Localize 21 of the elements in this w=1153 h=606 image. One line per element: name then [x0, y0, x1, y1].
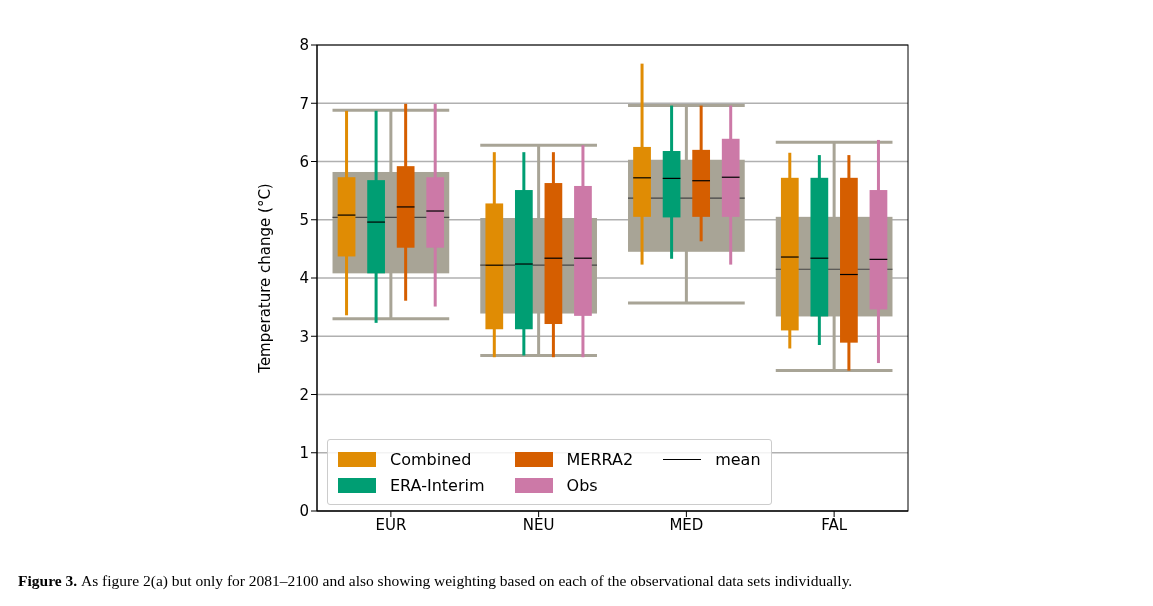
- y-tick-label: 4: [299, 269, 309, 288]
- x-tick-label: NEU: [522, 515, 555, 534]
- x-tick-label: EUR: [375, 515, 407, 534]
- y-tick-label: 7: [299, 94, 309, 113]
- y-tick-label: 2: [299, 385, 309, 404]
- legend-label: MERRA2: [566, 449, 634, 469]
- y-tick-label: 3: [299, 327, 309, 346]
- y-axis-title: Temperature change (°C): [256, 183, 275, 374]
- legend-label: Obs: [566, 475, 598, 495]
- legend-label: Combined: [390, 449, 472, 469]
- y-tick-label: 6: [299, 152, 309, 171]
- y-tick-label: 5: [299, 211, 309, 230]
- y-tick-label: 0: [299, 502, 309, 521]
- x-tick-label: FAL: [821, 515, 848, 534]
- y-tick-label: 1: [299, 444, 309, 463]
- text: As figure 2(a) but only for 2081–2100 and also showing weighting based on each of the observational data sets individually.: [81, 572, 853, 589]
- y-tick-label: 8: [299, 36, 309, 55]
- legend-label: ERA-Interim: [390, 475, 485, 495]
- caption: Figure 3.: [18, 572, 79, 589]
- x-tick-label: MED: [669, 515, 704, 534]
- annotation: mean: [715, 449, 761, 469]
